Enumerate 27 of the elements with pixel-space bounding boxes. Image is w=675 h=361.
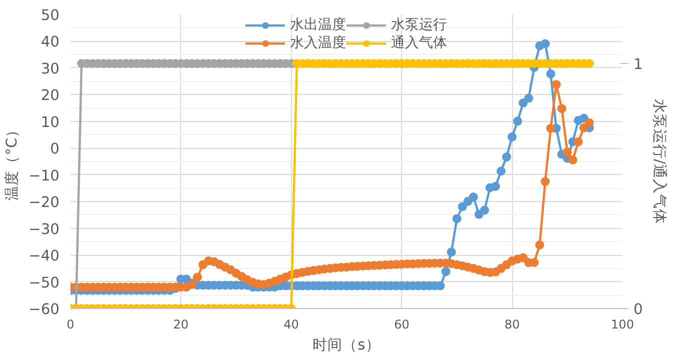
x-tick-label: 20 xyxy=(173,318,189,332)
legend-label: 通入气体 xyxy=(391,34,447,52)
legend-label: 水出温度 xyxy=(290,16,346,34)
y2-tick-label: 1 xyxy=(634,56,643,73)
x-tick-label: 0 xyxy=(66,318,74,332)
x-tick-label: 100 xyxy=(611,318,634,332)
y-tick-label: 20 xyxy=(40,87,60,104)
x-tick-label: 60 xyxy=(394,318,410,332)
y-tick-label: −50 xyxy=(28,274,60,292)
y2-axis-title: 水泵运行/通入气体 xyxy=(650,99,668,224)
y-tick-label: −10 xyxy=(28,167,60,184)
y-tick-label: −30 xyxy=(28,220,60,238)
y-tick-label: 30 xyxy=(40,60,60,78)
y-tick-label: 50 xyxy=(40,7,60,24)
x-axis-title: 时间（s） xyxy=(312,336,380,354)
y-tick-label: −20 xyxy=(28,194,60,212)
y-tick-label: 10 xyxy=(40,114,60,131)
x-tick-label: 80 xyxy=(504,318,520,332)
x-tick-label: 40 xyxy=(284,318,299,332)
y-tick-label: −60 xyxy=(28,301,60,318)
y-axis-title: 温度（°C） xyxy=(4,122,21,200)
y-tick-label: 0 xyxy=(50,140,60,158)
y2-tick-label: 0 xyxy=(634,301,643,318)
y-tick-label: 40 xyxy=(40,34,60,51)
legend-label: 水入温度 xyxy=(290,34,346,52)
y-tick-label: −40 xyxy=(28,248,60,265)
legend-label: 水泵运行 xyxy=(391,16,447,34)
